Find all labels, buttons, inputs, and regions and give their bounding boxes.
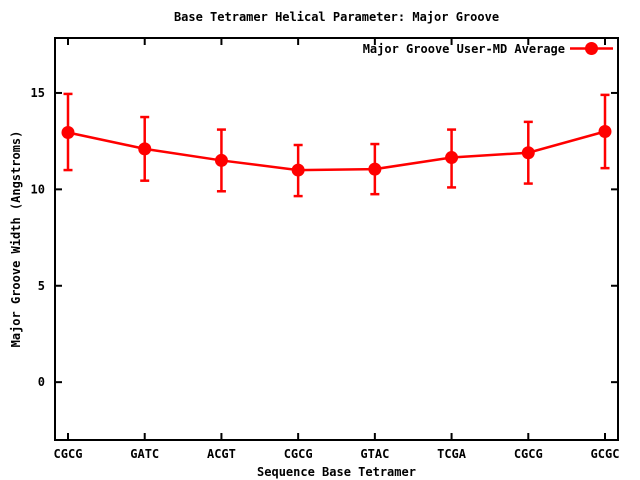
data-point [521, 146, 535, 160]
y-tick-label: 5 [38, 279, 45, 293]
legend-point-sample [585, 42, 598, 55]
x-axis-title: Sequence Base Tetramer [257, 465, 416, 479]
y-tick-label: 0 [38, 375, 45, 389]
data-point [368, 162, 382, 176]
data-point [214, 153, 228, 167]
x-tick-label: CGCG [514, 447, 543, 461]
x-tick-label: CGCG [284, 447, 313, 461]
chart-title: Base Tetramer Helical Parameter: Major G… [173, 10, 500, 24]
y-axis-title: Major Groove Width (Angstroms) [9, 130, 23, 348]
data-point [138, 142, 152, 156]
series-line [67, 130, 606, 172]
x-tick-label: GCGC [591, 447, 620, 461]
x-tick-label: ACGT [207, 447, 236, 461]
x-tick-label: GATC [130, 447, 159, 461]
legend-label: Major Groove User-MD Average [362, 42, 565, 56]
plot-border [54, 37, 619, 441]
x-tick-label: GTAC [360, 447, 389, 461]
data-point [291, 163, 305, 177]
x-tick-label: TCGA [437, 447, 467, 461]
y-tick-label: 10 [31, 182, 45, 196]
data-point [598, 125, 612, 139]
data-point [445, 151, 459, 165]
y-tick-label: 15 [31, 86, 45, 100]
data-point [61, 125, 75, 139]
x-tick-label: CGCG [54, 447, 83, 461]
